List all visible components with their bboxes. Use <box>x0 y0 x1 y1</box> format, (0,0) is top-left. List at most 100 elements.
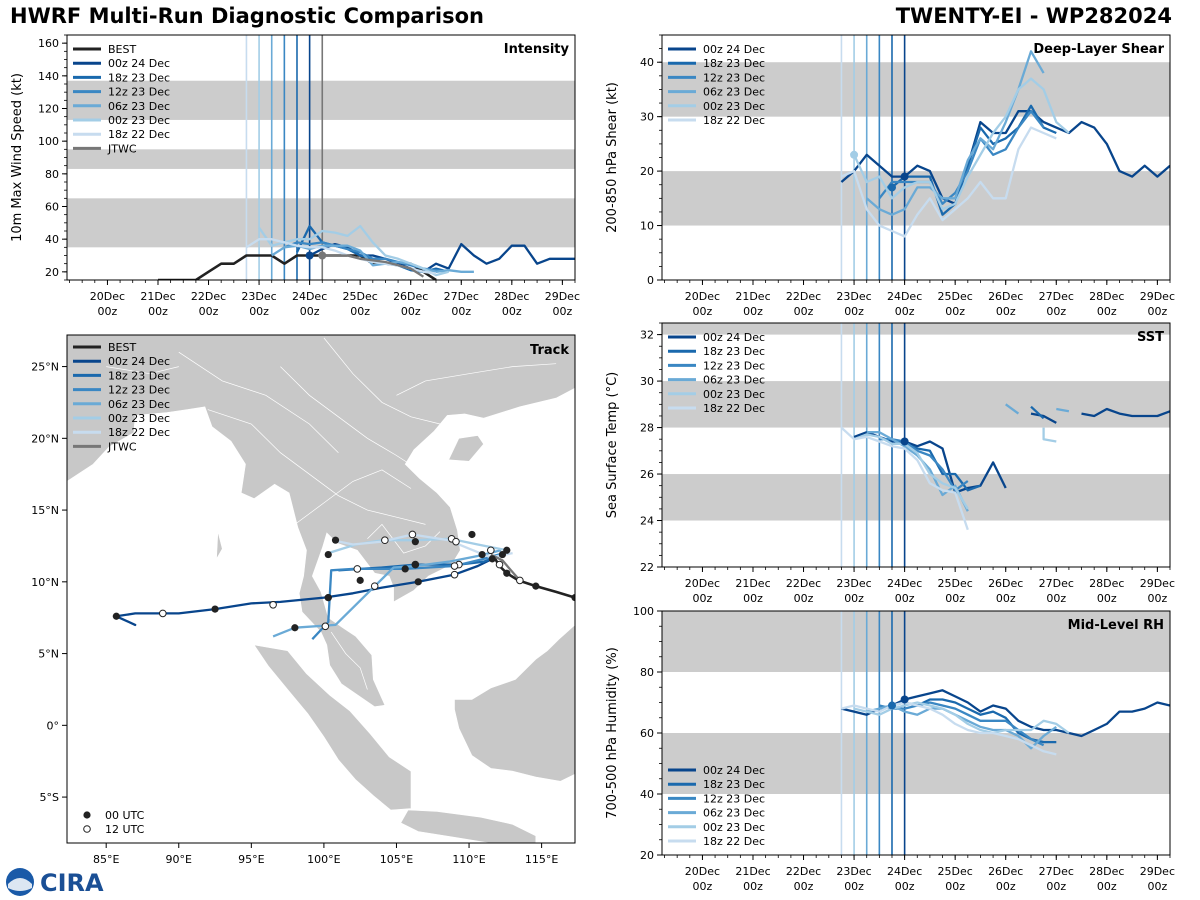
x-tick-label: 22Dec <box>786 577 821 590</box>
admin-border <box>294 469 412 525</box>
track-point-00utc <box>503 569 511 577</box>
series-line-00z-23-dec <box>853 433 969 510</box>
track-point-00utc <box>411 538 419 546</box>
y-tick-label: 5°S <box>40 791 59 804</box>
legend-label-06z-23-dec: 06z 23 Dec <box>703 374 765 387</box>
x-tick-label: 25Dec <box>343 290 378 303</box>
land-mass <box>574 567 575 606</box>
x-tick-label: 29Dec <box>545 290 580 303</box>
x-tick-label: 100°E <box>307 853 340 866</box>
land-mass <box>67 335 575 708</box>
x-tick-label: 23Dec <box>241 290 276 303</box>
track-point-00utc <box>291 624 299 632</box>
x-tick-label: 20Dec <box>685 577 720 590</box>
legend-label-00z-24-dec: 00z 24 Dec <box>703 331 765 344</box>
series-marker-00z-24-dec <box>900 695 909 704</box>
y-axis-label: Sea Surface Temp (°C) <box>605 372 620 519</box>
x-tick-sublabel: 00z <box>996 592 1016 605</box>
x-tick-label: 26Dec <box>988 865 1023 878</box>
x-tick-label: 24Dec <box>887 290 922 303</box>
plot-area-shear <box>662 35 1170 280</box>
admin-border <box>280 366 426 475</box>
x-tick-sublabel: 00z <box>794 592 814 605</box>
x-tick-label: 22Dec <box>191 290 226 303</box>
x-tick-sublabel: 00z <box>743 305 763 318</box>
land-mass <box>31 585 62 637</box>
y-tick-label: 20°N <box>31 432 59 445</box>
x-tick-label: 22Dec <box>786 865 821 878</box>
series-marker-jtwc <box>318 251 327 260</box>
legend-label-18z-22-dec: 18z 22 Dec <box>703 835 765 848</box>
panel-rh: 20 40 60 80 100 20Dec 00z 21Dec 00z 22Dec 00z 23Dec… <box>605 605 1175 893</box>
legend-label-00z-23-dec: 00z 23 Dec <box>703 388 765 401</box>
x-tick-label: 24Dec <box>292 290 327 303</box>
legend-label-jtwc: JTWC <box>107 142 137 155</box>
panel-track: 85°E 90°E 95°E 100°E 105°E 110°E 115°E 25°N 20°N… <box>31 334 576 866</box>
legend-label-12z-23-dec: 12z 23 Dec <box>703 792 765 805</box>
x-tick-sublabel: 00z <box>1046 305 1066 318</box>
series-line-00z-24-dec <box>1081 407 1170 418</box>
x-tick-sublabel: 00z <box>895 592 915 605</box>
y-tick-label: 0° <box>47 719 60 732</box>
x-tick-label: 21Dec <box>735 290 770 303</box>
legend-label-12utc: 12 UTC <box>105 823 145 836</box>
panel-title-shear: Deep-Layer Shear <box>1033 42 1164 57</box>
plot-frame <box>66 334 576 844</box>
y-tick-label: 25°N <box>31 361 59 374</box>
land-mass <box>454 624 575 782</box>
x-tick-label: 20Dec <box>90 290 125 303</box>
x-tick-sublabel: 00z <box>844 880 864 893</box>
x-tick-label: 28Dec <box>1089 577 1124 590</box>
y-axis-label: 200-850 hPa Shear (kt) <box>605 82 620 233</box>
track-line-12z-23-dec <box>311 551 505 640</box>
shaded-band <box>662 474 1170 521</box>
x-tick-sublabel: 00z <box>895 880 915 893</box>
series-line-00z-23-dec <box>853 701 1070 735</box>
panel-title-track: Track <box>530 343 569 358</box>
track-point-00utc <box>324 594 332 602</box>
shaded-band <box>662 733 1170 794</box>
x-tick-label: 23Dec <box>836 290 871 303</box>
x-tick-label: 20Dec <box>685 290 720 303</box>
x-tick-sublabel: 00z <box>148 305 168 318</box>
plot-frame <box>661 322 1171 568</box>
x-tick-label: 28Dec <box>494 290 529 303</box>
admin-border <box>367 523 441 554</box>
legend-label-00z-23-dec: 00z 23 Dec <box>108 412 170 425</box>
admin-border <box>396 363 557 396</box>
x-tick-sublabel: 00z <box>996 880 1016 893</box>
legend-label-00z-24-dec: 00z 24 Dec <box>108 355 170 368</box>
x-tick-sublabel: 00z <box>794 880 814 893</box>
cira-logo: CIRA <box>6 868 104 897</box>
legend-label-jtwc: JTWC <box>107 440 137 453</box>
shaded-band <box>662 323 1170 335</box>
x-tick-label: 25Dec <box>938 290 973 303</box>
series-line-18z-23-dec <box>891 104 1057 216</box>
y-axis-label: 10m Max Wind Speed (kt) <box>10 73 25 242</box>
series-marker-18z-23-dec <box>887 701 896 710</box>
x-tick-label: 26Dec <box>988 577 1023 590</box>
series-line-00z-23-dec <box>853 77 1070 211</box>
track-point-12utc <box>269 600 277 609</box>
plot-area-sst <box>662 323 1170 567</box>
track-point-12utc <box>495 560 504 569</box>
x-tick-sublabel: 00z <box>552 305 572 318</box>
y-tick-label: 30 <box>640 111 654 124</box>
land-mass <box>400 809 537 843</box>
legend-label-18z-22-dec: 18z 22 Dec <box>703 114 765 127</box>
panel-title-intensity: Intensity <box>504 42 570 57</box>
legend-label-18z-23-dec: 18z 23 Dec <box>703 345 765 358</box>
series-line-18z-23-dec <box>1030 405 1045 420</box>
y-tick-label: 160 <box>38 37 59 50</box>
track-point-12utc <box>450 570 459 579</box>
x-tick-sublabel: 00z <box>693 305 713 318</box>
map-area <box>31 335 575 843</box>
x-tick-label: 21Dec <box>735 577 770 590</box>
shaded-band <box>662 611 1170 672</box>
x-tick-sublabel: 00z <box>451 305 471 318</box>
x-tick-label: 27Dec <box>1039 290 1074 303</box>
plot-area-rh <box>662 611 1170 855</box>
y-tick-label: 15°N <box>31 504 59 517</box>
panel-sst: 22 24 26 28 30 32 20Dec 00z 21Dec 00z 22Dec 00z 23De… <box>605 322 1175 605</box>
